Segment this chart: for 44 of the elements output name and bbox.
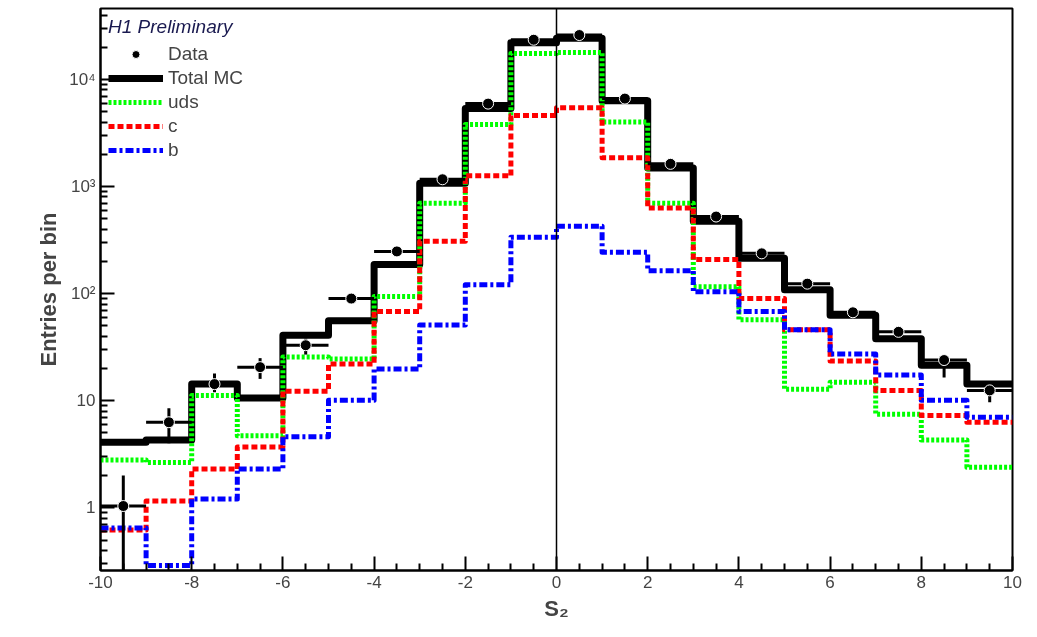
x-tick-label: 2 (642, 572, 653, 592)
point (208, 378, 221, 391)
x-tick-label: -10 (88, 572, 113, 592)
point (846, 306, 859, 319)
point (938, 354, 951, 367)
x-tick-label: -8 (184, 572, 200, 592)
point (664, 157, 677, 170)
point (573, 29, 586, 42)
legend-title: H1 Preliminary (108, 16, 235, 38)
legend-label: c (168, 115, 179, 137)
point (436, 173, 449, 186)
y-tick-label: 10⁴ (69, 69, 96, 89)
x-tick-label: 0 (551, 572, 562, 592)
legend-label: Total MC (168, 67, 243, 89)
point (618, 92, 631, 105)
y-tick-label: 10² (70, 284, 96, 304)
point (345, 292, 358, 305)
point (755, 247, 768, 260)
x-tick-label: -2 (457, 572, 473, 592)
point (801, 277, 814, 290)
legend-label: Data (168, 43, 209, 65)
point (299, 339, 312, 352)
y-tick-label: 10³ (70, 177, 96, 197)
x-tick-label: -6 (275, 572, 291, 592)
point (117, 500, 130, 513)
point (710, 210, 723, 223)
y-tick-label: 10 (76, 391, 96, 411)
point (892, 325, 905, 338)
legend-label: b (168, 139, 180, 161)
y-axis-title: Entries per bin (36, 212, 62, 367)
point (162, 416, 175, 429)
legend-label: uds (168, 91, 199, 113)
point (390, 245, 403, 258)
point (482, 97, 495, 110)
x-tick-label: 8 (916, 572, 927, 592)
x-axis-title: S₂ (544, 595, 569, 621)
point (983, 384, 996, 397)
x-tick-label: 10 (1003, 572, 1022, 592)
point (254, 361, 267, 374)
point (527, 33, 540, 46)
y-tick-label: 1 (86, 498, 96, 518)
x-tick-label: 4 (734, 572, 744, 592)
x-tick-label: 6 (825, 572, 835, 592)
x-tick-label: -4 (366, 572, 382, 592)
